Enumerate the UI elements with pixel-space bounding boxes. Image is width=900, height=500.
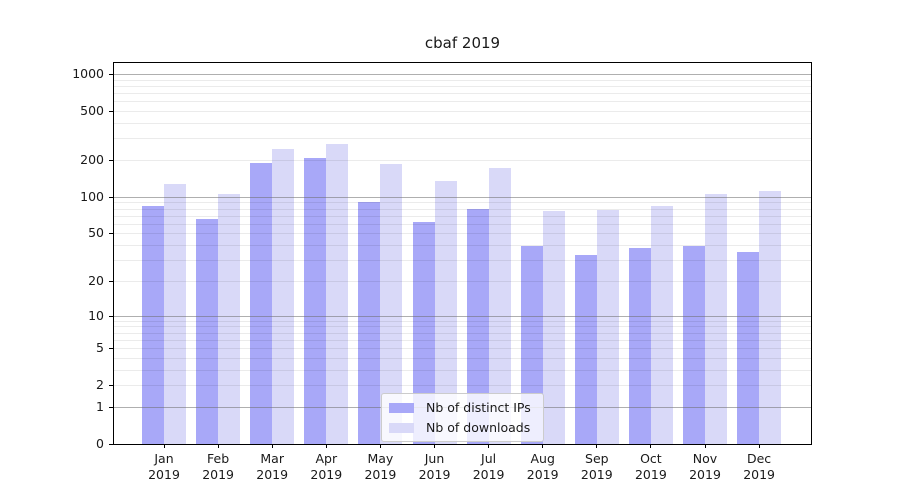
minor-gridline xyxy=(114,93,811,95)
legend-label: Nb of downloads xyxy=(426,420,531,435)
x-axis-tick xyxy=(596,444,598,448)
x-tick-label: Dec 2019 xyxy=(743,451,775,482)
minor-gridline xyxy=(114,79,811,81)
y-tick-label: 20 xyxy=(88,272,104,288)
y-tick-label: 200 xyxy=(80,152,104,167)
x-axis-tick xyxy=(488,444,490,448)
bar-distinct-ips xyxy=(574,255,597,444)
chart-title: cbaf 2019 xyxy=(424,34,501,52)
minor-gridline xyxy=(114,111,811,113)
x-axis-tick xyxy=(704,444,706,448)
x-tick-label: Nov 2019 xyxy=(689,451,721,482)
x-axis-tick xyxy=(271,444,273,448)
x-tick-label: Jan 2019 xyxy=(148,451,180,482)
bar-distinct-ips xyxy=(304,158,327,444)
y-tick-label: 100 xyxy=(80,188,104,204)
x-tick-label: May 2019 xyxy=(364,451,397,482)
bar-downloads xyxy=(542,211,565,444)
bar-downloads xyxy=(705,193,727,444)
bar-downloads xyxy=(380,163,403,444)
y-axis-tick xyxy=(109,406,113,408)
legend-item: Nb of distinct IPs xyxy=(389,399,531,416)
y-axis-tick xyxy=(109,315,113,317)
x-tick-label: Sep 2019 xyxy=(580,451,613,482)
bar-downloads xyxy=(650,206,673,444)
y-axis-tick xyxy=(109,196,113,198)
x-tick-label: Feb 2019 xyxy=(202,451,234,482)
x-axis-tick xyxy=(325,444,327,448)
y-tick-label: 50 xyxy=(88,225,104,241)
y-axis-tick xyxy=(109,160,113,161)
bar-distinct-ips xyxy=(683,246,705,444)
x-axis-tick xyxy=(379,444,381,448)
x-axis-tick xyxy=(163,444,165,448)
bar-distinct-ips xyxy=(196,218,219,444)
legend-label: Nb of distinct IPs xyxy=(426,400,531,415)
x-axis-tick xyxy=(650,444,652,448)
minor-gridline xyxy=(114,138,811,140)
y-tick-label: 10 xyxy=(88,307,104,323)
x-tick-label: Mar 2019 xyxy=(256,451,289,482)
legend: Nb of distinct IPs Nb of downloads xyxy=(381,393,544,442)
x-axis-tick xyxy=(542,444,544,448)
bar-distinct-ips xyxy=(358,201,381,444)
x-tick-label: Oct 2019 xyxy=(634,451,667,482)
y-tick-label: 1000 xyxy=(72,66,104,81)
legend-swatch xyxy=(389,402,414,413)
bar-distinct-ips xyxy=(142,206,164,444)
y-tick-label: 500 xyxy=(80,103,104,119)
legend-swatch xyxy=(389,422,414,433)
minor-gridline xyxy=(114,85,811,87)
minor-gridline xyxy=(114,160,811,161)
bar-downloads xyxy=(164,183,186,444)
y-axis-tick xyxy=(109,385,113,387)
bar-downloads xyxy=(759,191,782,444)
bar-downloads xyxy=(218,193,241,444)
bar-downloads xyxy=(434,180,457,444)
x-axis-tick xyxy=(758,444,760,448)
bar-distinct-ips xyxy=(466,209,489,444)
bar-downloads xyxy=(326,144,349,444)
x-tick-label: Jun 2019 xyxy=(418,451,451,482)
y-axis-tick xyxy=(109,111,113,113)
bar-distinct-ips xyxy=(628,247,651,444)
legend-item: Nb of downloads xyxy=(389,419,531,436)
bar-downloads xyxy=(596,210,619,444)
x-axis-tick xyxy=(434,444,435,448)
x-tick-label: Apr 2019 xyxy=(310,451,343,482)
y-axis-tick xyxy=(109,74,113,75)
y-axis-tick xyxy=(109,280,113,282)
x-tick-label: Jul 2019 xyxy=(472,451,505,482)
minor-gridline xyxy=(114,123,811,124)
bar-distinct-ips xyxy=(737,252,760,444)
y-tick-label: 2 xyxy=(96,377,104,393)
bar-downloads xyxy=(488,167,511,444)
x-tick-label: Aug 2019 xyxy=(526,451,559,482)
x-axis-tick xyxy=(217,444,219,448)
bar-distinct-ips xyxy=(250,163,273,444)
minor-gridline xyxy=(114,101,811,103)
y-tick-label: 5 xyxy=(96,340,104,355)
y-tick-label: 1 xyxy=(96,398,104,414)
y-axis-tick xyxy=(109,233,113,235)
y-tick-label: 0 xyxy=(96,436,104,451)
bar-downloads xyxy=(272,148,295,444)
plot-area: 0 1 2 5 10 20 50 100 200 500 1000 Jan 2019 Feb 2019 Mar… xyxy=(72,62,812,482)
major-gridline xyxy=(114,74,811,75)
bar-distinct-ips xyxy=(412,222,435,444)
y-axis-tick xyxy=(109,348,113,349)
y-axis-tick xyxy=(109,444,113,445)
